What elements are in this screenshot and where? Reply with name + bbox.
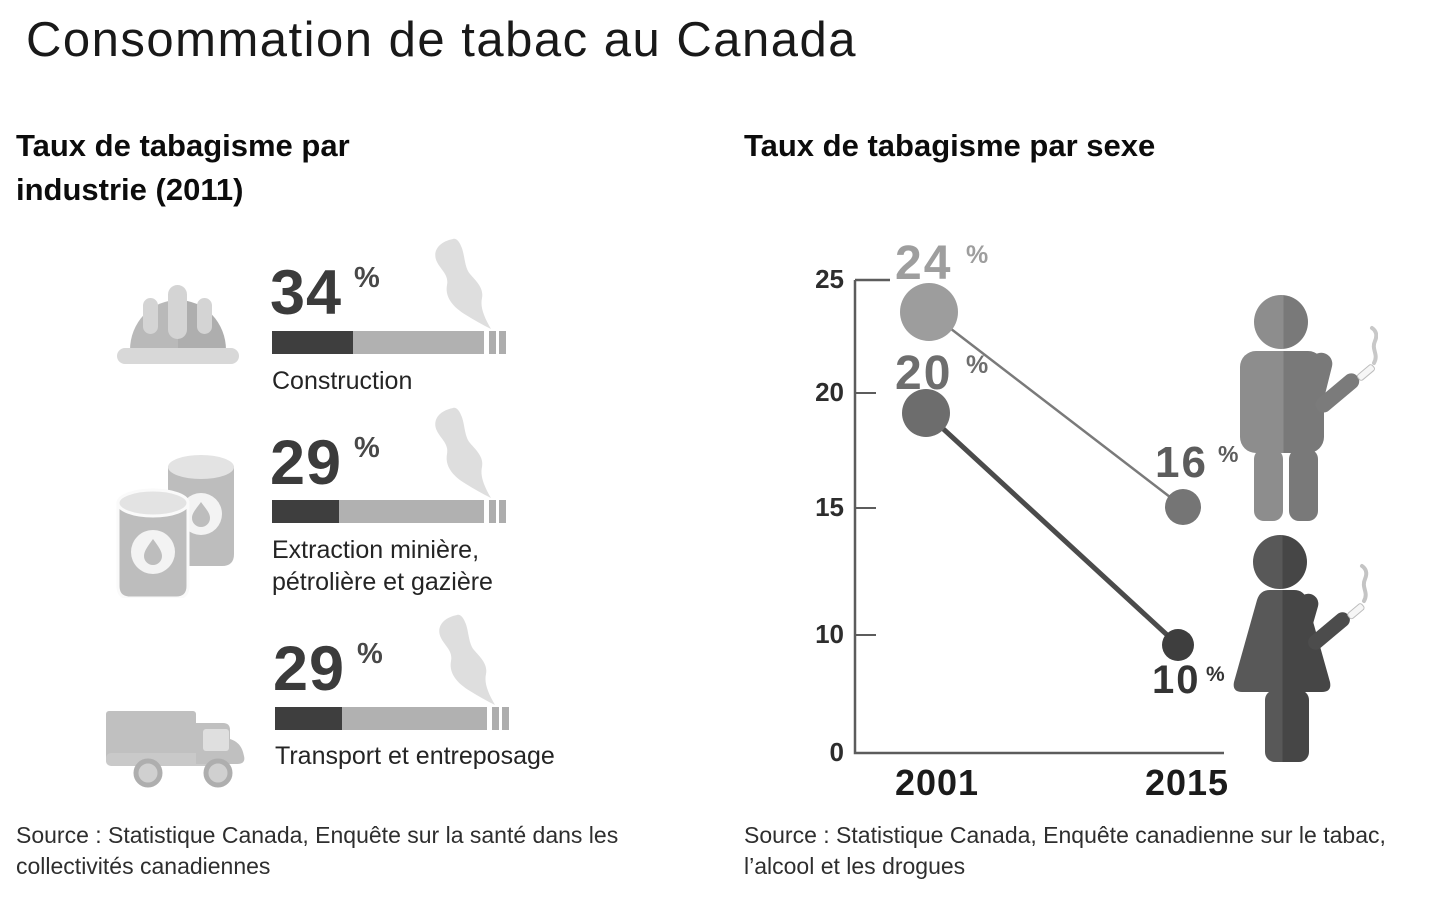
industry-label: Extraction minière, pétrolière et gazièr… bbox=[272, 536, 493, 596]
cigarette-filter-band bbox=[492, 707, 499, 730]
cigarette-bar-body bbox=[339, 500, 484, 523]
y-tick-label: 10 bbox=[815, 619, 844, 649]
point-label-women-2001-unit: % bbox=[966, 351, 989, 379]
cigarette-bar-fill bbox=[272, 500, 339, 523]
industry-source-note: Source : Statistique Canada, Enquête sur… bbox=[16, 822, 619, 880]
point-label-women-2001: 20 bbox=[895, 347, 953, 400]
point-label-men-2001-unit: % bbox=[966, 241, 989, 269]
truck-icon bbox=[106, 711, 245, 788]
cigarette-bar-body bbox=[353, 331, 484, 354]
data-point-women-2015 bbox=[1162, 629, 1194, 661]
hard-hat-icon bbox=[117, 285, 239, 364]
data-point-men-2001 bbox=[900, 283, 958, 341]
cigarette-filter-band bbox=[502, 707, 509, 730]
slope-chart-geometry bbox=[853, 278, 1224, 755]
data-point-women-2001 bbox=[902, 389, 950, 437]
cigarette-filter-band bbox=[499, 331, 506, 354]
trend-line-women bbox=[924, 411, 1180, 647]
cigarette-icon bbox=[1347, 603, 1365, 620]
industry-value-unit: % bbox=[357, 638, 383, 670]
man-icon bbox=[1240, 295, 1378, 521]
cigarette-bar-body bbox=[342, 707, 487, 730]
cigarette-bar-fill bbox=[275, 707, 342, 730]
industry-value: 29 bbox=[273, 634, 346, 704]
cigarette-bar bbox=[272, 331, 506, 354]
slope-chart: 25 20 15 10 0 2001 2015 24 % 20 % 16 % 1… bbox=[800, 240, 1270, 810]
barrel-front bbox=[116, 488, 190, 598]
x-tick-label: 2015 bbox=[1144, 762, 1230, 803]
x-tick-label: 2001 bbox=[894, 762, 980, 803]
smoke-icon bbox=[435, 407, 491, 498]
y-tick-label: 15 bbox=[815, 492, 844, 522]
industry-value: 34 bbox=[270, 258, 343, 328]
cigarette-filter-band bbox=[489, 331, 496, 354]
industry-value-unit: % bbox=[354, 262, 380, 294]
woman-icon bbox=[1233, 535, 1369, 762]
industry-value: 29 bbox=[270, 428, 343, 498]
cigarette-bar-fill bbox=[272, 331, 353, 354]
page-title: Consommation de tabac au Canada bbox=[26, 13, 858, 67]
smoke-icon bbox=[439, 614, 495, 705]
point-label-men-2001: 24 bbox=[895, 237, 953, 290]
oil-barrels-icon bbox=[116, 455, 234, 598]
industry-panel-heading: Taux de tabagisme par industrie (2011) bbox=[16, 128, 350, 208]
cigarette-bar bbox=[275, 707, 509, 730]
y-tick-label: 25 bbox=[815, 264, 844, 294]
point-label-women-2015: 10 bbox=[1152, 658, 1201, 702]
industry-label: Construction bbox=[272, 367, 413, 395]
y-tick-label: 20 bbox=[815, 377, 844, 407]
cigarette-bar bbox=[272, 500, 506, 523]
y-tick-label: 0 bbox=[829, 737, 844, 767]
smoke-icon bbox=[435, 238, 491, 329]
smoke-wisp-icon bbox=[1360, 564, 1369, 603]
axes-lines bbox=[853, 280, 1224, 755]
point-label-men-2015: 16 bbox=[1155, 438, 1208, 487]
sex-panel-heading: Taux de tabagisme par sexe bbox=[744, 128, 1156, 163]
cigarette-filter-band bbox=[489, 500, 496, 523]
industry-label: Transport et entreposage bbox=[275, 742, 555, 770]
point-label-women-2015-unit: % bbox=[1206, 663, 1225, 686]
smoke-wisp-icon bbox=[1370, 326, 1378, 365]
sex-source-note: Source : Statistique Canada, Enquête can… bbox=[744, 822, 1386, 880]
cigarette-filter-band bbox=[499, 500, 506, 523]
point-label-men-2015-unit: % bbox=[1218, 441, 1239, 467]
industry-value-unit: % bbox=[354, 432, 380, 464]
cigarette-icon bbox=[1356, 364, 1375, 381]
trend-line-men bbox=[928, 311, 1184, 508]
data-point-men-2015 bbox=[1165, 489, 1201, 525]
